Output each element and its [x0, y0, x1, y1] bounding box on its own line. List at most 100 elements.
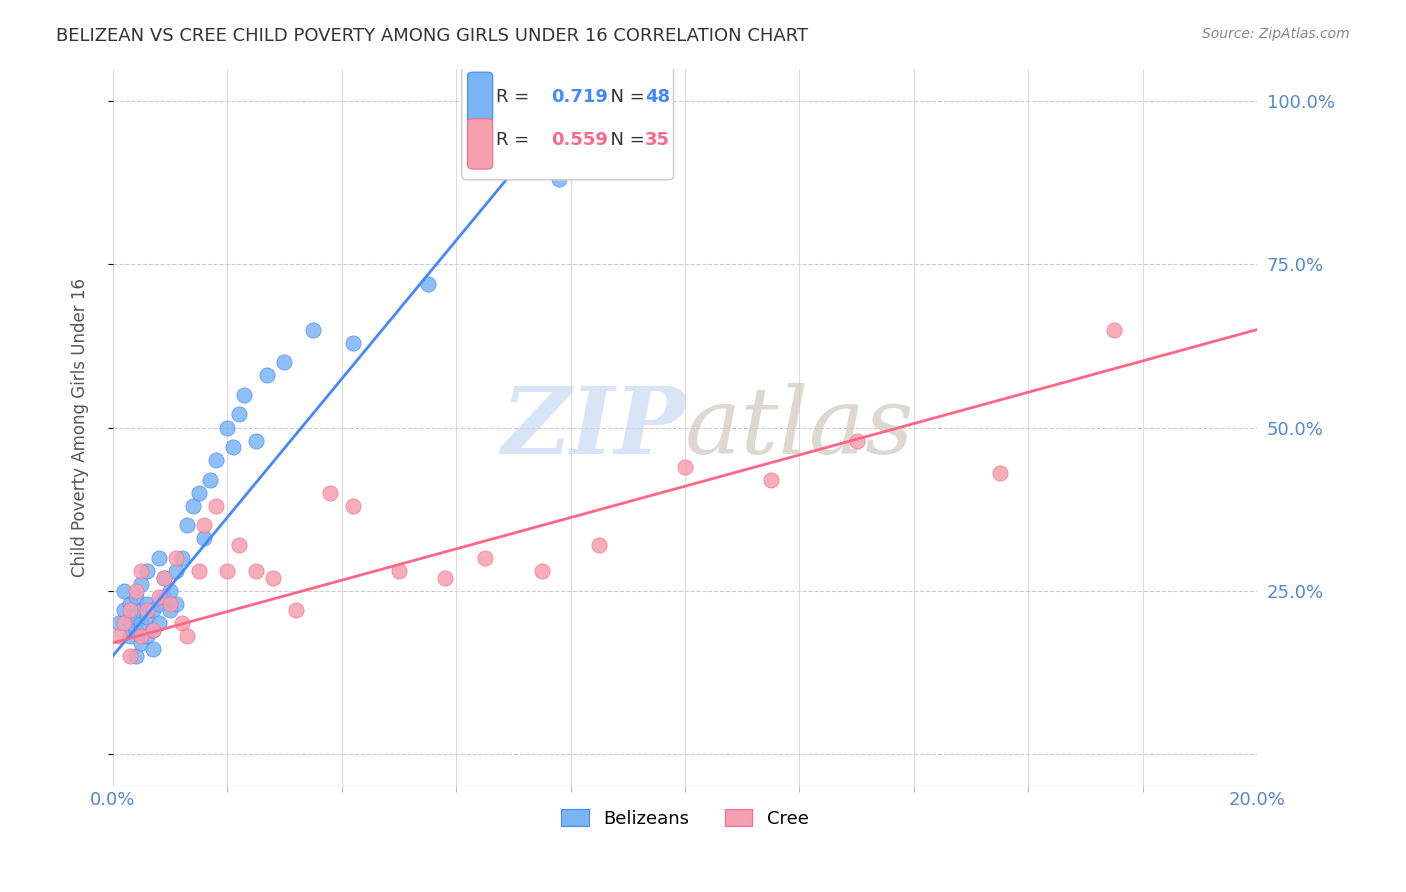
Point: [165, 564, 187, 578]
Point: [142, 623, 165, 637]
Text: BELIZEAN VS CREE CHILD POVERTY AMONG GIRLS UNDER 16 CORRELATION CHART: BELIZEAN VS CREE CHILD POVERTY AMONG GIR…: [56, 27, 808, 45]
Point: [153, 571, 176, 585]
Point: [205, 453, 228, 467]
Text: 48: 48: [645, 88, 671, 106]
Point: [136, 629, 159, 643]
Point: [245, 434, 267, 448]
FancyBboxPatch shape: [468, 72, 492, 122]
Point: [187, 564, 209, 578]
Point: [319, 485, 342, 500]
Point: [118, 648, 141, 663]
Point: [165, 597, 187, 611]
Point: [530, 564, 553, 578]
Point: [153, 591, 176, 605]
Point: [125, 609, 148, 624]
Point: [165, 551, 187, 566]
Point: [988, 466, 1011, 480]
Point: [284, 603, 307, 617]
Text: R =: R =: [496, 88, 536, 106]
Point: [131, 577, 153, 591]
Point: [222, 440, 245, 454]
FancyBboxPatch shape: [461, 62, 673, 180]
Point: [245, 564, 267, 578]
Point: [136, 597, 159, 611]
Point: [193, 518, 215, 533]
Point: [262, 571, 284, 585]
Point: [107, 616, 129, 631]
Point: [125, 648, 148, 663]
Point: [118, 597, 141, 611]
Point: [142, 623, 165, 637]
Point: [125, 583, 148, 598]
FancyBboxPatch shape: [468, 119, 492, 169]
Legend: Belizeans, Cree: Belizeans, Cree: [554, 802, 815, 835]
Point: [217, 420, 239, 434]
Point: [112, 603, 135, 617]
Point: [228, 538, 250, 552]
Point: [342, 499, 364, 513]
Point: [136, 564, 159, 578]
Point: [159, 597, 181, 611]
Point: [474, 551, 496, 566]
Point: [142, 603, 165, 617]
Text: 0.559: 0.559: [551, 131, 607, 149]
Point: [170, 551, 193, 566]
Text: Source: ZipAtlas.com: Source: ZipAtlas.com: [1202, 27, 1350, 41]
Point: [302, 323, 325, 337]
Point: [131, 603, 153, 617]
Point: [217, 564, 239, 578]
Point: [193, 532, 215, 546]
Point: [125, 623, 148, 637]
Point: [170, 616, 193, 631]
Text: atlas: atlas: [685, 383, 914, 473]
Point: [131, 629, 153, 643]
Point: [148, 616, 170, 631]
Text: R =: R =: [496, 131, 536, 149]
Point: [153, 571, 176, 585]
Point: [131, 616, 153, 631]
Text: N =: N =: [599, 131, 651, 149]
Text: 35: 35: [645, 131, 669, 149]
Point: [759, 473, 782, 487]
Text: 0.719: 0.719: [551, 88, 607, 106]
Point: [673, 459, 696, 474]
Point: [148, 551, 170, 566]
Point: [228, 408, 250, 422]
Point: [118, 629, 141, 643]
Point: [181, 499, 204, 513]
Point: [548, 172, 571, 186]
Point: [176, 629, 198, 643]
Point: [176, 518, 198, 533]
Point: [131, 636, 153, 650]
Point: [433, 571, 456, 585]
Point: [148, 597, 170, 611]
Point: [187, 485, 209, 500]
Text: N =: N =: [599, 88, 651, 106]
Point: [159, 603, 181, 617]
Point: [131, 564, 153, 578]
Point: [233, 388, 256, 402]
Y-axis label: Child Poverty Among Girls Under 16: Child Poverty Among Girls Under 16: [72, 278, 89, 577]
Point: [1102, 323, 1125, 337]
Point: [136, 609, 159, 624]
Point: [142, 642, 165, 657]
Point: [112, 616, 135, 631]
Point: [136, 603, 159, 617]
Point: [148, 591, 170, 605]
Point: [118, 616, 141, 631]
Point: [198, 473, 221, 487]
Point: [159, 583, 181, 598]
Text: ZIP: ZIP: [501, 383, 685, 473]
Point: [112, 583, 135, 598]
Point: [107, 629, 129, 643]
Point: [125, 591, 148, 605]
Point: [256, 368, 278, 383]
Point: [342, 335, 364, 350]
Point: [588, 538, 610, 552]
Point: [845, 434, 868, 448]
Point: [416, 277, 439, 291]
Point: [205, 499, 228, 513]
Point: [388, 564, 411, 578]
Point: [118, 603, 141, 617]
Point: [273, 355, 295, 369]
